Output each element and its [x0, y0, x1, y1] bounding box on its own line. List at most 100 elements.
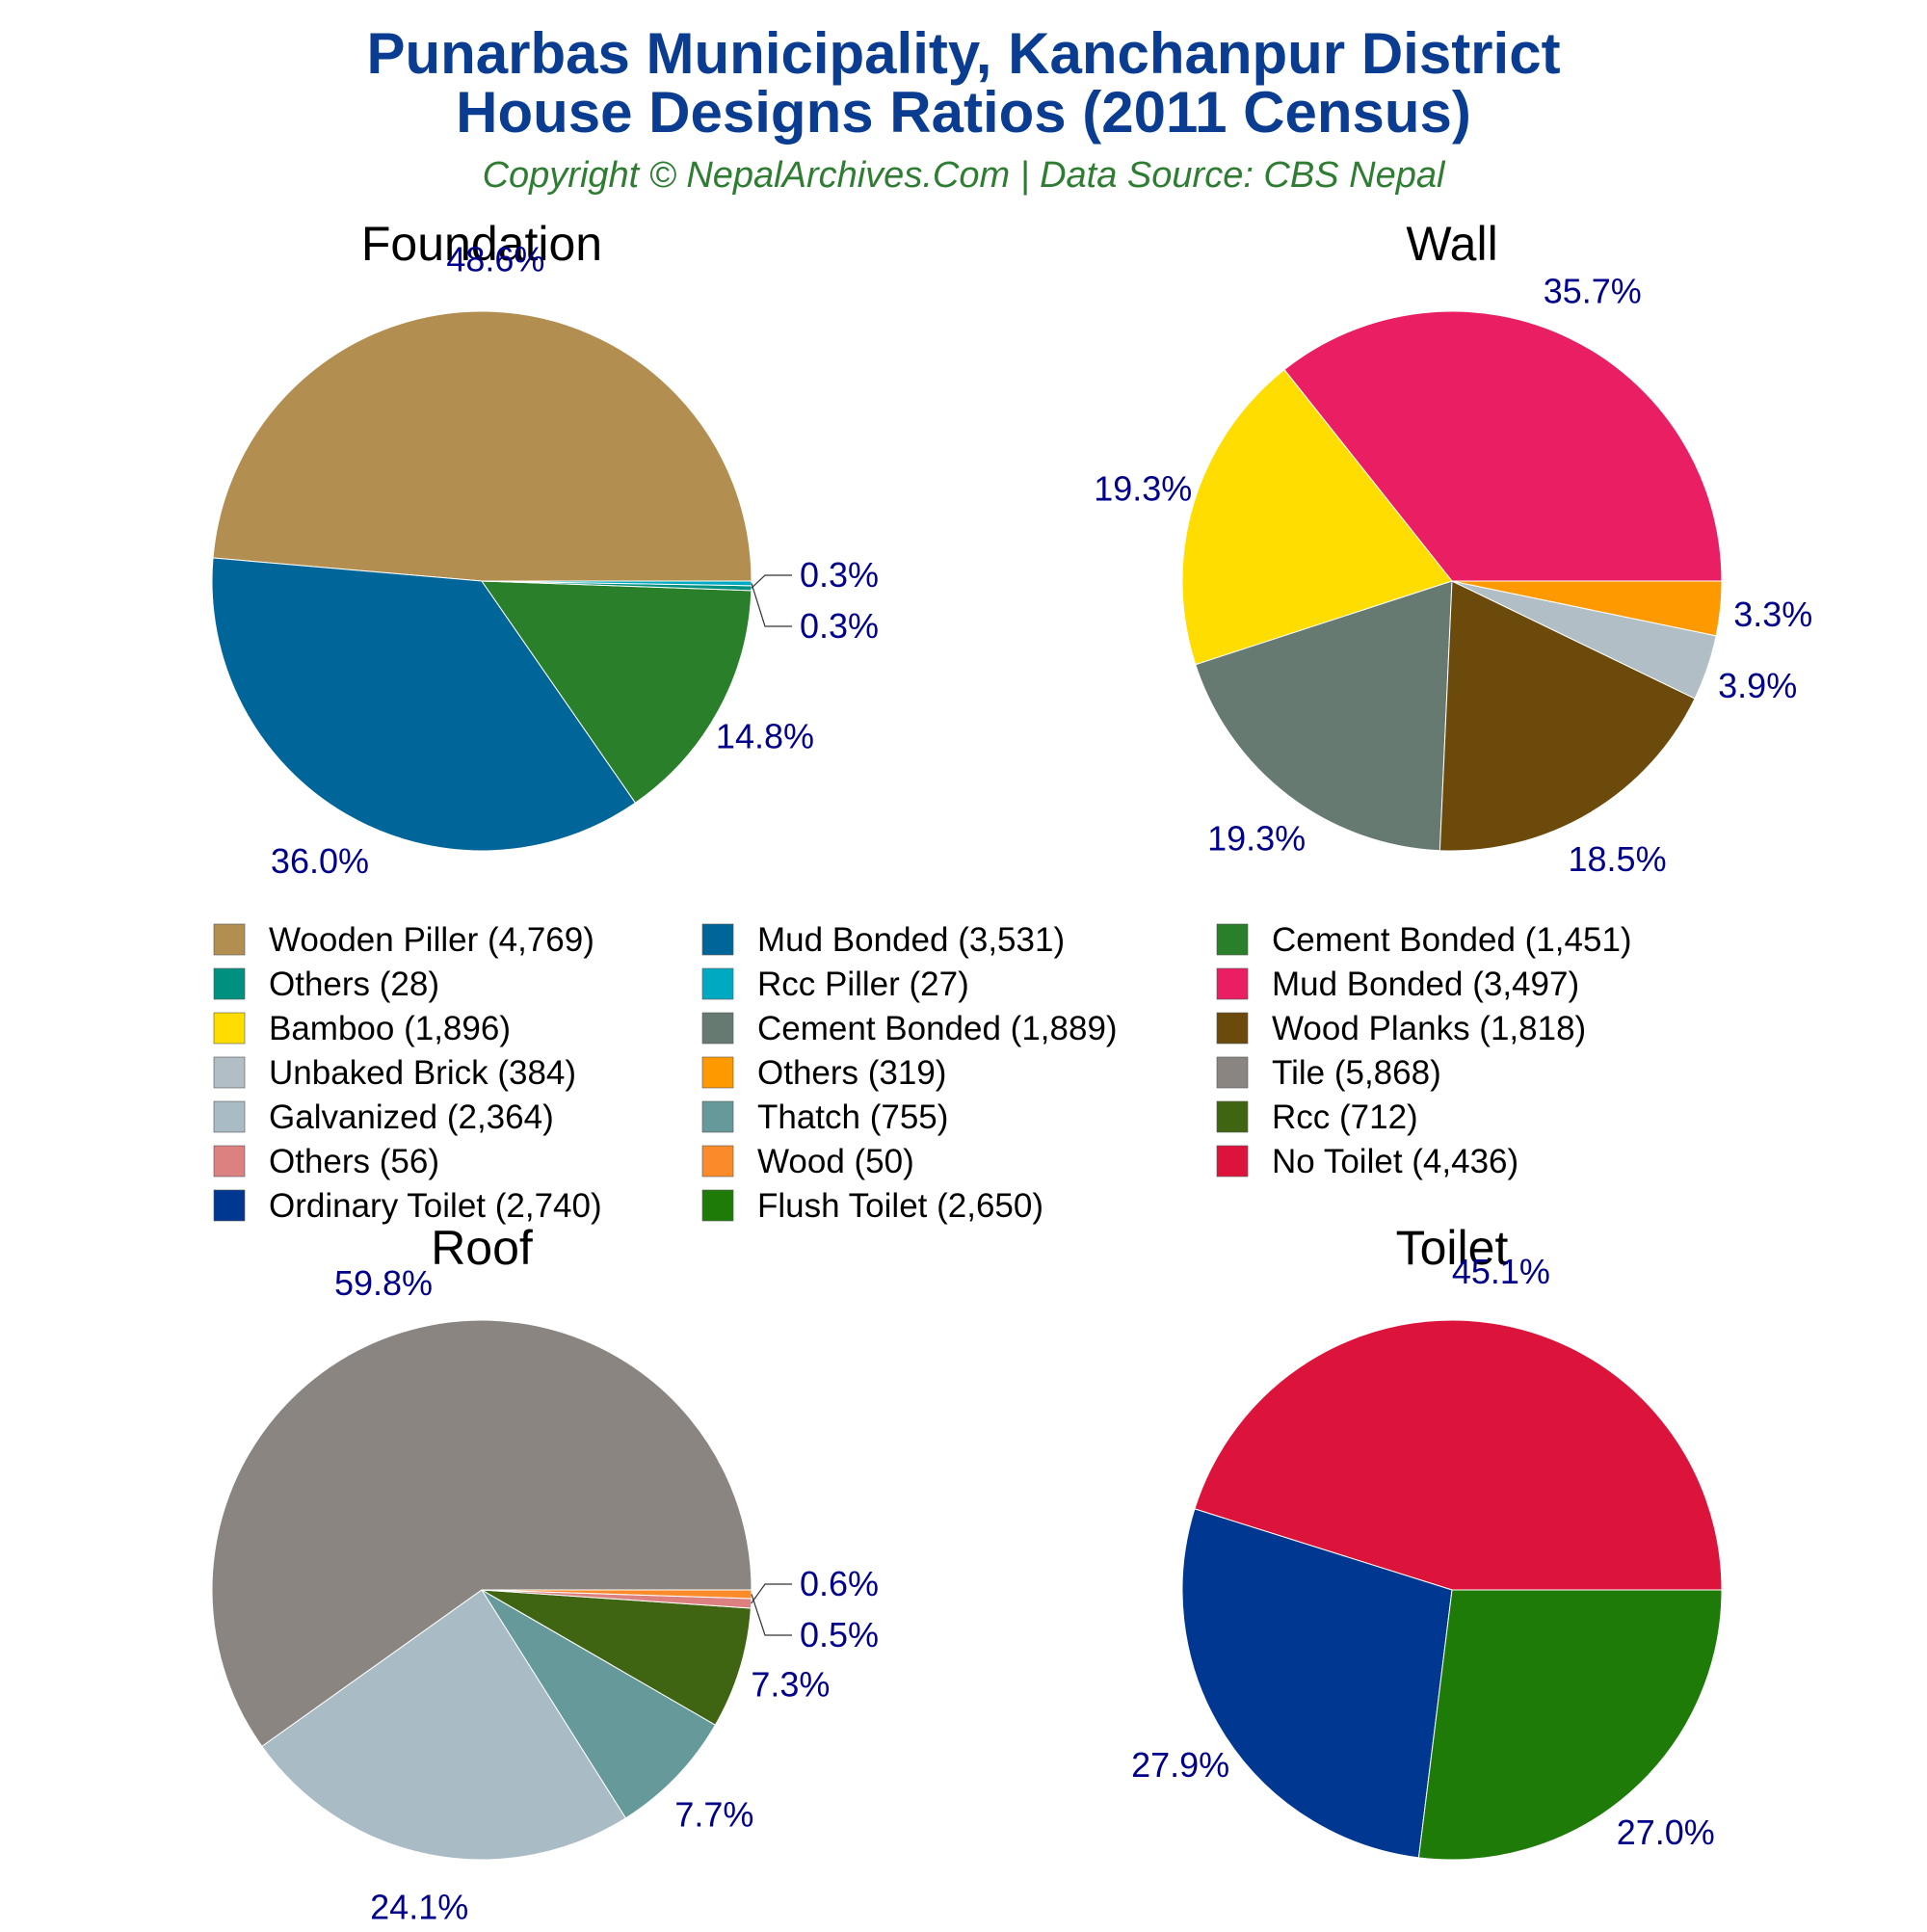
legend-swatch	[701, 1012, 734, 1045]
chart-subtitle: Copyright © NepalArchives.Com | Data Sou…	[483, 155, 1446, 196]
pie-slice	[481, 1589, 752, 1600]
legend-item: Rcc Piller (27)	[701, 966, 969, 1003]
legend-label: Rcc (712)	[1272, 1098, 1418, 1136]
legend-swatch	[1216, 1145, 1249, 1178]
legend-swatch	[701, 1056, 734, 1089]
legend-swatch	[213, 1100, 246, 1133]
legend-swatch	[1216, 1012, 1249, 1045]
slice-percent-label: 27.9%	[1131, 1745, 1229, 1785]
legend-item: Rcc (712)	[1216, 1098, 1418, 1136]
legend-item: Wood (50)	[701, 1143, 914, 1180]
legend-swatch	[213, 923, 246, 956]
legend-label: Mud Bonded (3,497)	[1272, 966, 1579, 1003]
legend-swatch	[1216, 1056, 1249, 1089]
legend-label: Cement Bonded (1,889)	[757, 1010, 1118, 1047]
legend-item: Ordinary Toilet (2,740)	[213, 1187, 602, 1225]
legend-item: Others (28)	[213, 966, 439, 1003]
legend-item: Bamboo (1,896)	[213, 1010, 511, 1047]
legend-swatch	[1216, 1100, 1249, 1133]
legend-label: Bamboo (1,896)	[269, 1010, 511, 1047]
legend-item: Flush Toilet (2,650)	[701, 1187, 1043, 1225]
pie-slice	[211, 1319, 752, 1748]
legend-label: Tile (5,868)	[1272, 1054, 1441, 1092]
legend-swatch	[1216, 923, 1249, 956]
pie-wall: 35.7% 19.3% 19.3% 18.5% 3.9% 3.3%	[1094, 271, 1812, 878]
slice-percent-label: 59.8%	[334, 1263, 433, 1303]
legend-item: Thatch (755)	[701, 1098, 948, 1136]
slice-percent-label: 0.3%	[800, 555, 879, 595]
legend-item: Unbaked Brick (384)	[213, 1054, 576, 1092]
slice-percent-label: 0.6%	[800, 1564, 879, 1603]
legend-item: Others (56)	[213, 1143, 439, 1180]
slice-percent-label: 45.1%	[1452, 1252, 1550, 1291]
pie-slice	[481, 580, 752, 804]
pie-slice	[1181, 1508, 1453, 1859]
pie-slice	[212, 310, 752, 582]
legend-label: No Toilet (4,436)	[1272, 1143, 1518, 1180]
legend-label: Thatch (755)	[757, 1098, 948, 1136]
pie-slice	[1451, 580, 1723, 637]
label-leader-line	[751, 1594, 792, 1636]
pie-title-roof: Roof	[431, 1221, 533, 1275]
pie-roof: 59.8% 24.1% 7.7% 7.3% 0.6% 0.5%	[211, 1263, 879, 1927]
legend-label: Cement Bonded (1,451)	[1272, 921, 1632, 959]
slice-percent-label: 7.3%	[751, 1665, 830, 1705]
pie-slice	[481, 1589, 717, 1819]
slice-percent-label: 19.3%	[1207, 819, 1306, 859]
legend-swatch	[213, 1056, 246, 1089]
legend-item: Wooden Piller (4,769)	[213, 921, 594, 959]
label-leader-line	[751, 583, 792, 627]
slice-percent-label: 7.7%	[674, 1794, 753, 1834]
slice-percent-label: 36.0%	[271, 841, 369, 881]
slice-percent-label: 24.1%	[370, 1888, 468, 1927]
legend-item: Tile (5,868)	[1216, 1054, 1441, 1092]
pie-slice	[1195, 580, 1453, 852]
chart-title-line2: House Designs Ratios (2011 Census)	[456, 80, 1471, 145]
pie-slice	[1283, 310, 1723, 582]
legend: Wooden Piller (4,769) Mud Bonded (3,531) C…	[213, 921, 1632, 1225]
legend-swatch	[213, 1145, 246, 1178]
legend-label: Others (56)	[269, 1143, 439, 1180]
legend-label: Others (28)	[269, 966, 439, 1003]
slice-percent-label: 0.3%	[800, 606, 879, 646]
slice-percent-label: 18.5%	[1569, 839, 1667, 879]
slice-percent-label: 3.9%	[1718, 666, 1797, 705]
legend-item: Cement Bonded (1,889)	[701, 1010, 1118, 1047]
legend-label: Rcc Piller (27)	[757, 966, 969, 1003]
legend-item: Mud Bonded (3,531)	[701, 921, 1065, 959]
legend-label: Unbaked Brick (384)	[269, 1054, 576, 1092]
legend-swatch	[213, 1189, 246, 1222]
legend-swatch	[1216, 967, 1249, 1000]
legend-label: Wooden Piller (4,769)	[269, 921, 594, 959]
pie-title-wall: Wall	[1406, 217, 1497, 271]
label-leader-line	[751, 574, 792, 589]
pie-title-foundation: Foundation	[361, 217, 602, 271]
pie-slice	[481, 1589, 752, 1726]
legend-label: Wood (50)	[757, 1143, 914, 1180]
pie-foundation: 48.6% 36.0% 14.8% 0.3% 0.3%	[211, 239, 879, 881]
slice-percent-label: 35.7%	[1544, 271, 1642, 310]
pie-slice	[1417, 1589, 1723, 1861]
slice-percent-label: 48.6%	[446, 239, 544, 278]
slice-percent-label: 0.5%	[800, 1615, 879, 1654]
legend-label: Mud Bonded (3,531)	[757, 921, 1065, 959]
legend-item: Wood Planks (1,818)	[1216, 1010, 1586, 1047]
legend-swatch	[213, 1012, 246, 1045]
legend-swatch	[701, 1189, 734, 1222]
legend-swatch	[701, 923, 734, 956]
slice-percent-label: 27.0%	[1617, 1813, 1715, 1852]
slice-percent-label: 19.3%	[1094, 468, 1192, 508]
legend-label: Wood Planks (1,818)	[1272, 1010, 1586, 1047]
legend-swatch	[213, 967, 246, 1000]
pie-slice	[1181, 368, 1453, 666]
pie-title-toilet: Toilet	[1396, 1221, 1509, 1275]
legend-item: Mud Bonded (3,497)	[1216, 966, 1579, 1003]
legend-label: Others (319)	[757, 1054, 946, 1092]
pie-slice	[1439, 580, 1696, 852]
slice-percent-label: 14.8%	[716, 717, 814, 756]
legend-swatch	[701, 1100, 734, 1133]
pie-slice	[1194, 1319, 1723, 1591]
legend-item: Galvanized (2,364)	[213, 1098, 554, 1136]
